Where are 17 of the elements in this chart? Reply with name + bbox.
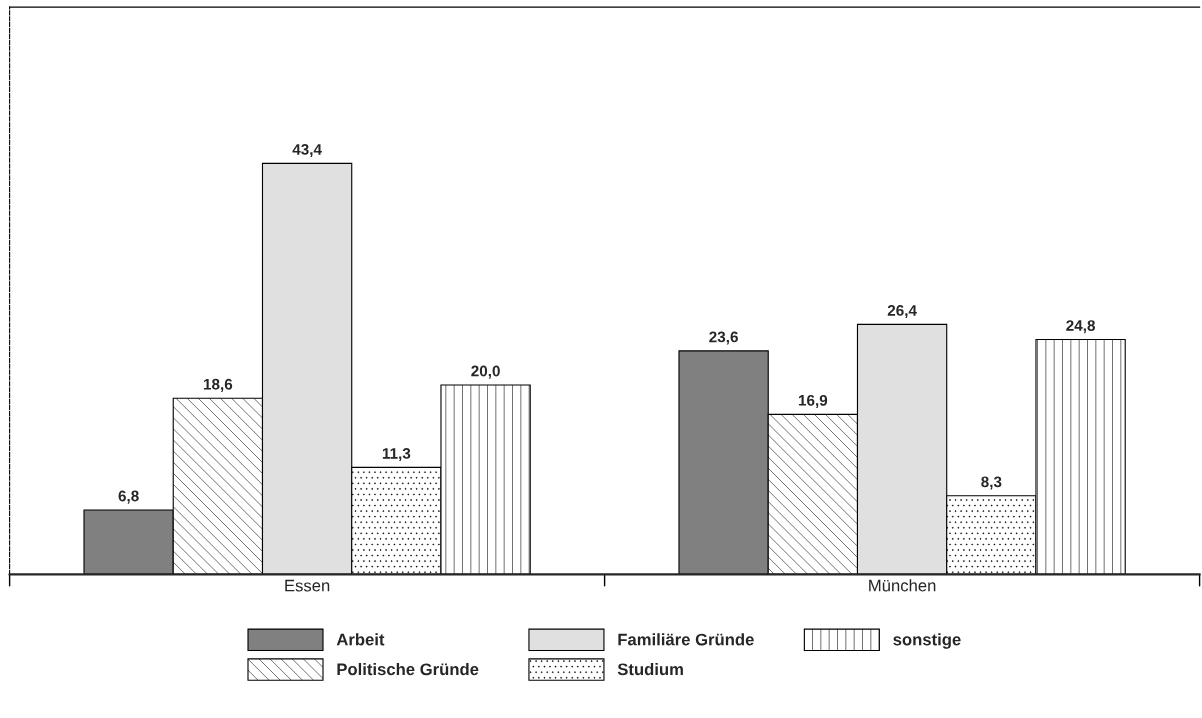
data-label: 18,6 <box>203 378 233 392</box>
data-label: 23,6 <box>709 331 738 345</box>
data-label: 26,4 <box>887 304 917 319</box>
data-label: 11,3 <box>382 447 411 462</box>
legend-label: Studium <box>617 662 683 676</box>
data-label: 24,8 <box>1066 320 1095 334</box>
data-label: 8,3 <box>981 476 1002 490</box>
legend-label: Familiäre Gründe <box>618 633 754 646</box>
x-tick-label: Essen <box>285 579 330 592</box>
data-label: 6,8 <box>118 490 139 504</box>
data-label: 16,9 <box>798 394 828 408</box>
legend-label: Arbeit <box>336 633 385 646</box>
x-tick-label: München <box>869 579 936 592</box>
legend-label: Politische Gründe <box>337 662 479 676</box>
data-label: 20,0 <box>471 365 500 379</box>
legend-label: sonstige <box>893 633 961 649</box>
data-label: 43,4 <box>292 143 322 158</box>
